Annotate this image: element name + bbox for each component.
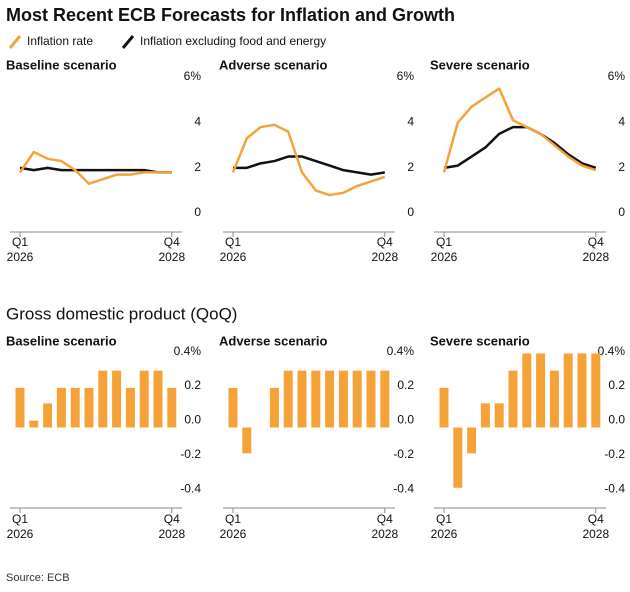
x-tick-label: Q4 2028	[582, 235, 609, 264]
bar	[139, 370, 149, 428]
y-tick-label: 4	[407, 115, 414, 129]
bar	[494, 403, 504, 428]
y-tick-label: -0.4	[604, 482, 625, 496]
bar	[112, 370, 122, 428]
x-tick-label: Q4 2028	[371, 235, 398, 264]
bar	[380, 370, 390, 428]
x-tick-label: Q1 2026	[7, 512, 34, 541]
line-series	[19, 166, 172, 174]
bar	[98, 370, 108, 428]
bar	[269, 387, 279, 428]
bar	[577, 353, 587, 428]
section-title: Gross domestic product (QoQ)	[6, 304, 237, 323]
x-tick-label: Q1 2026	[7, 235, 34, 264]
y-tick-label: 2	[194, 160, 201, 174]
bar	[167, 387, 177, 428]
line-series	[443, 125, 597, 170]
bar	[536, 353, 546, 428]
y-tick-label: 0	[194, 205, 201, 219]
y-tick-label: 4	[194, 115, 201, 129]
bar	[228, 387, 238, 428]
legend-swatch	[8, 35, 22, 49]
bar	[43, 403, 53, 428]
y-tick-label: 4	[618, 115, 625, 129]
bar	[297, 370, 307, 428]
bar	[283, 370, 293, 428]
bar	[591, 353, 601, 428]
bar	[70, 387, 80, 428]
y-tick-label: 0.2	[184, 378, 201, 392]
subplot-title: Baseline scenario	[6, 57, 117, 72]
x-tick-label: Q1 2026	[431, 512, 458, 541]
line-series	[18, 150, 172, 185]
x-tick-label: Q1 2026	[220, 512, 247, 541]
legend-swatch	[121, 35, 135, 49]
bar	[84, 387, 94, 428]
y-tick-label: 6%	[608, 69, 626, 83]
y-tick-label: 2	[407, 160, 414, 174]
subplot-title: Baseline scenario	[6, 333, 117, 348]
bar	[125, 387, 135, 428]
line-series	[442, 87, 597, 173]
x-tick-label: Q1 2026	[220, 235, 247, 264]
y-tick-label: 6%	[184, 69, 202, 83]
bar	[56, 387, 66, 428]
bar	[549, 370, 559, 428]
bar	[15, 387, 25, 428]
bar	[311, 370, 321, 428]
x-tick-label: Q1 2026	[431, 235, 458, 264]
y-tick-label: -0.2	[180, 447, 201, 461]
y-tick-label: 0.0	[608, 413, 625, 427]
bar	[366, 370, 376, 428]
subplot-title: Severe scenario	[430, 57, 530, 72]
y-tick-label: 0.4%	[174, 344, 202, 358]
y-tick-label: -0.4	[180, 482, 201, 496]
y-tick-label: 0	[618, 205, 625, 219]
y-tick-label: 2	[618, 160, 625, 174]
y-tick-label: 0.4%	[598, 344, 626, 358]
legend-label: Inflation rate	[27, 34, 93, 48]
line-series	[231, 123, 386, 197]
legend-label: Inflation excluding food and energy	[140, 34, 326, 48]
y-tick-label: -0.4	[393, 482, 414, 496]
bar	[242, 427, 252, 454]
y-tick-label: -0.2	[393, 447, 414, 461]
y-tick-label: -0.2	[604, 447, 625, 461]
subplot-title: Severe scenario	[430, 333, 530, 348]
bar	[325, 370, 335, 428]
x-tick-label: Q4 2028	[158, 235, 185, 264]
subplot-title: Adverse scenario	[219, 57, 327, 72]
bar	[480, 403, 490, 428]
x-tick-label: Q4 2028	[371, 512, 398, 541]
bar	[467, 427, 477, 454]
y-tick-label: 0.2	[608, 378, 625, 392]
bar	[153, 370, 163, 428]
chart-title: Most Recent ECB Forecasts for Inflation …	[6, 5, 455, 25]
y-tick-label: 0.0	[397, 413, 414, 427]
bar	[352, 370, 362, 428]
bar	[453, 427, 463, 488]
y-tick-label: 0	[407, 205, 414, 219]
bar	[439, 387, 449, 428]
y-tick-label: 0.0	[184, 413, 201, 427]
bar	[338, 370, 348, 428]
y-tick-label: 0.4%	[387, 344, 415, 358]
x-tick-label: Q4 2028	[582, 512, 609, 541]
line-series	[233, 155, 386, 176]
subplot-title: Adverse scenario	[219, 333, 327, 348]
x-tick-label: Q4 2028	[158, 512, 185, 541]
bar	[563, 353, 573, 428]
bar	[508, 370, 518, 428]
y-tick-label: 6%	[397, 69, 415, 83]
source: Source: ECB	[6, 572, 70, 584]
bar	[522, 353, 532, 428]
y-tick-label: 0.2	[397, 378, 414, 392]
bar	[29, 420, 39, 428]
